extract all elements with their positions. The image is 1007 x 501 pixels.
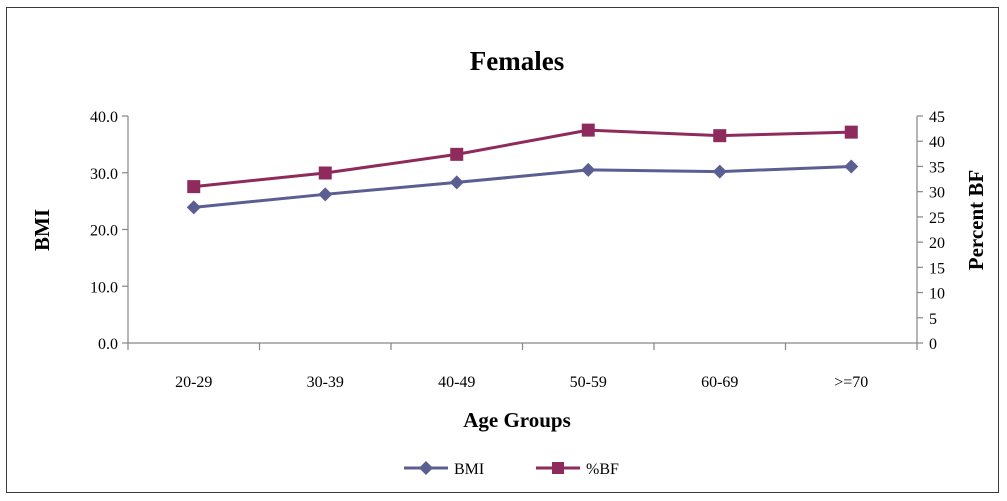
x-tick-label: 40-49 <box>438 374 475 391</box>
series-layer <box>186 123 859 215</box>
y-right-tick-label: 5 <box>929 311 937 328</box>
y-right-tick-label: 40 <box>929 134 945 151</box>
x-tick-label: 20-29 <box>175 374 212 391</box>
data-point-bmi <box>186 200 201 215</box>
data-point-bf <box>318 166 332 180</box>
y-right-tick-label: 10 <box>929 286 945 303</box>
data-point-bmi <box>581 162 596 177</box>
x-axis-title: Age Groups <box>463 408 571 432</box>
chart-frame: Females 0.0 10.0 20.0 30.0 40.0 0 5 10 15 20 25 30… <box>6 7 999 493</box>
data-point-bf <box>581 123 595 137</box>
data-point-bf <box>187 180 201 194</box>
legend: BMI %BF <box>404 461 619 478</box>
series-line-bmi <box>193 165 852 209</box>
series-line-bf <box>193 128 852 189</box>
y-right-tick-label: 45 <box>929 109 945 126</box>
y-axis-right-title: Percent BF <box>964 170 988 271</box>
y-right-tick-label: 20 <box>929 235 945 252</box>
y-left-tick-label: 0.0 <box>98 336 118 353</box>
y-left-tick-label: 40.0 <box>90 109 118 126</box>
y-axis-left-ticks: 0.0 10.0 20.0 30.0 40.0 <box>90 109 128 353</box>
data-point-bmi <box>449 175 464 190</box>
data-point-bf <box>844 125 858 139</box>
legend-bf-marker <box>552 462 564 474</box>
y-left-tick-label: 20.0 <box>90 223 118 240</box>
x-axis-ticks: 20-29 30-39 40-49 50-59 60-69 >=70 <box>127 343 918 391</box>
legend-bmi-label: BMI <box>454 461 484 478</box>
chart-title: Females <box>470 46 564 76</box>
y-right-tick-label: 15 <box>929 260 945 277</box>
legend-bmi-marker <box>419 461 433 475</box>
y-axis-left-title: BMI <box>30 209 54 251</box>
y-right-tick-label: 25 <box>929 210 945 227</box>
y-right-tick-label: 35 <box>929 159 945 176</box>
x-tick-label: 30-39 <box>307 374 344 391</box>
legend-item-bf: %BF <box>536 461 619 478</box>
y-right-tick-label: 30 <box>929 185 945 202</box>
data-point-bmi <box>712 164 727 179</box>
y-right-tick-label: 0 <box>929 336 937 353</box>
x-tick-label: >=70 <box>834 374 868 391</box>
x-tick-label: 60-69 <box>701 374 738 391</box>
y-axis-right-ticks: 0 5 10 15 20 25 30 35 40 45 <box>917 109 945 353</box>
y-left-tick-label: 10.0 <box>90 279 118 296</box>
legend-bf-label: %BF <box>586 461 619 478</box>
x-tick-label: 50-59 <box>570 374 607 391</box>
data-point-bf <box>450 147 464 161</box>
data-point-bf <box>713 129 727 143</box>
chart-svg: Females 0.0 10.0 20.0 30.0 40.0 0 5 10 15 20 25 30… <box>30 46 988 478</box>
data-point-bmi <box>318 187 333 202</box>
legend-item-bmi: BMI <box>404 461 484 478</box>
data-point-bmi <box>844 159 859 174</box>
y-left-tick-label: 30.0 <box>90 166 118 183</box>
